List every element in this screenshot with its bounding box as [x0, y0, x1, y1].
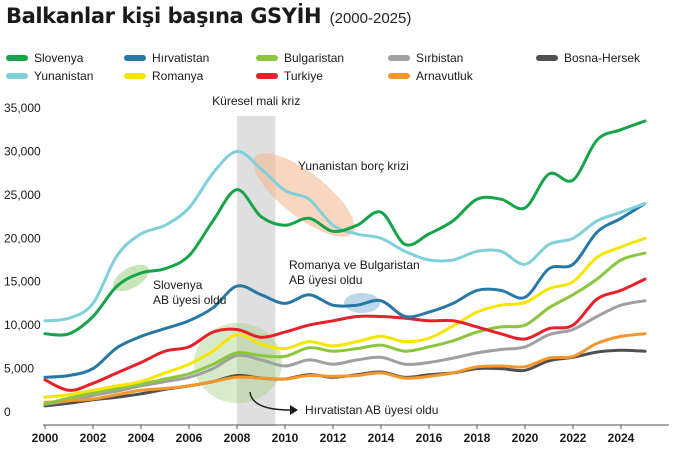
x-tick-label: 2018 — [464, 431, 491, 445]
y-tick-label: 25,000 — [4, 188, 41, 202]
legend-label: Bosna-Hersek — [564, 51, 641, 65]
legend-label: Bulgaristan — [284, 51, 344, 65]
legend-swatch — [388, 55, 410, 61]
x-tick-label: 2022 — [560, 431, 587, 445]
x-tick-label: 2000 — [32, 431, 59, 445]
series-line — [43, 236, 647, 399]
x-tick-label: 2020 — [512, 431, 539, 445]
legend-label: Romanya — [152, 69, 204, 83]
chart-title: Balkanlar kişi başına GSYİH — [6, 4, 322, 28]
y-tick-label: 15,000 — [4, 275, 41, 289]
x-tick-label: 2002 — [80, 431, 107, 445]
legend-swatch — [388, 73, 410, 79]
legend-label: Turkiye — [284, 69, 323, 83]
legend-label: Yunanistan — [34, 69, 93, 83]
x-tick-label: 2004 — [128, 431, 155, 445]
annotation-greek-debt: Yunanistan borç krizi — [298, 159, 409, 173]
legend-label: Sırbistan — [416, 51, 463, 65]
x-tick-label: 2012 — [320, 431, 347, 445]
series-lines — [43, 119, 647, 408]
series-line — [43, 277, 647, 392]
legend-swatch — [6, 73, 28, 79]
x-tick-label: 2024 — [608, 431, 635, 445]
y-tick-label: 20,000 — [4, 231, 41, 245]
series-line — [43, 251, 647, 406]
croatia-arrowhead — [290, 405, 298, 415]
y-tick-label: 30,000 — [4, 144, 41, 158]
legend-swatch — [536, 55, 558, 61]
annotations: Küresel mali kriz Yunanistan borç krizi Sl… — [153, 94, 438, 417]
legend-label: Hırvatistan — [152, 51, 209, 65]
legend-swatch — [124, 55, 146, 61]
annotation-slovenia-eu: Slovenya AB üyesi oldu — [153, 278, 226, 307]
croatia-arrow — [249, 391, 291, 411]
legend-swatch — [124, 73, 146, 79]
x-tick-label: 2014 — [368, 431, 395, 445]
legend-label: Arnavutluk — [416, 69, 474, 83]
x-tick-label: 2006 — [176, 431, 203, 445]
chart-title-block: Balkanlar kişi başına GSYİH (2000-2025) — [6, 4, 411, 28]
annotation-crisis: Küresel mali kriz — [212, 94, 300, 108]
legend: Slovenya Hırvatistan Bulgaristan Sırbistan B… — [6, 51, 641, 83]
chart-subtitle: (2000-2025) — [329, 10, 412, 27]
legend-swatch — [256, 55, 278, 61]
series-line — [43, 202, 647, 379]
y-tick-label: 0 — [4, 405, 11, 419]
legend-swatch — [6, 55, 28, 61]
series-line — [43, 119, 647, 337]
annotation-romania-bulgaria-eu: Romanya ve Bulgaristan AB üyesi oldu — [289, 258, 420, 287]
legend-label: Slovenya — [34, 51, 84, 65]
y-tick-label: 35,000 — [4, 101, 41, 115]
series-line — [43, 299, 647, 406]
x-tick-label: 2010 — [272, 431, 299, 445]
y-tick-label: 5,000 — [4, 362, 34, 376]
series-line — [43, 332, 647, 404]
legend-swatch — [256, 73, 278, 79]
x-tick-label: 2016 — [416, 431, 443, 445]
axes: 0 5,000 10,000 15,000 20,000 25,000 30,000 35,0… — [4, 101, 669, 445]
y-tick-label: 10,000 — [4, 318, 41, 332]
x-tick-label: 2008 — [224, 431, 251, 445]
annotation-croatia-eu: Hırvatistan AB üyesi oldu — [305, 403, 438, 417]
